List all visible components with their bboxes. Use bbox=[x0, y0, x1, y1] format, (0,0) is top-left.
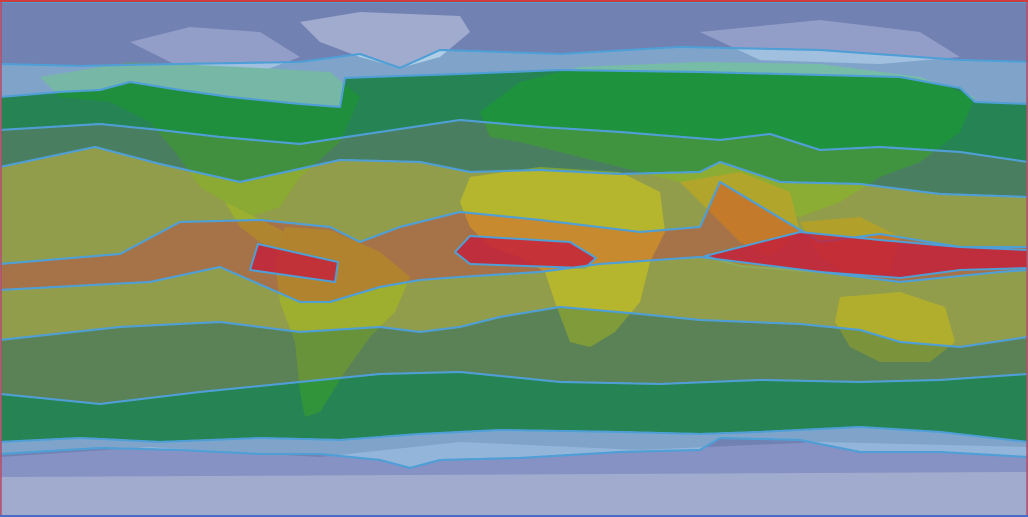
band-equatorial-core-south-america[interactable] bbox=[249, 243, 339, 283]
map-right-edge bbox=[1026, 2, 1028, 515]
map-left-edge bbox=[0, 2, 2, 515]
band-south-polar[interactable] bbox=[0, 437, 1028, 517]
